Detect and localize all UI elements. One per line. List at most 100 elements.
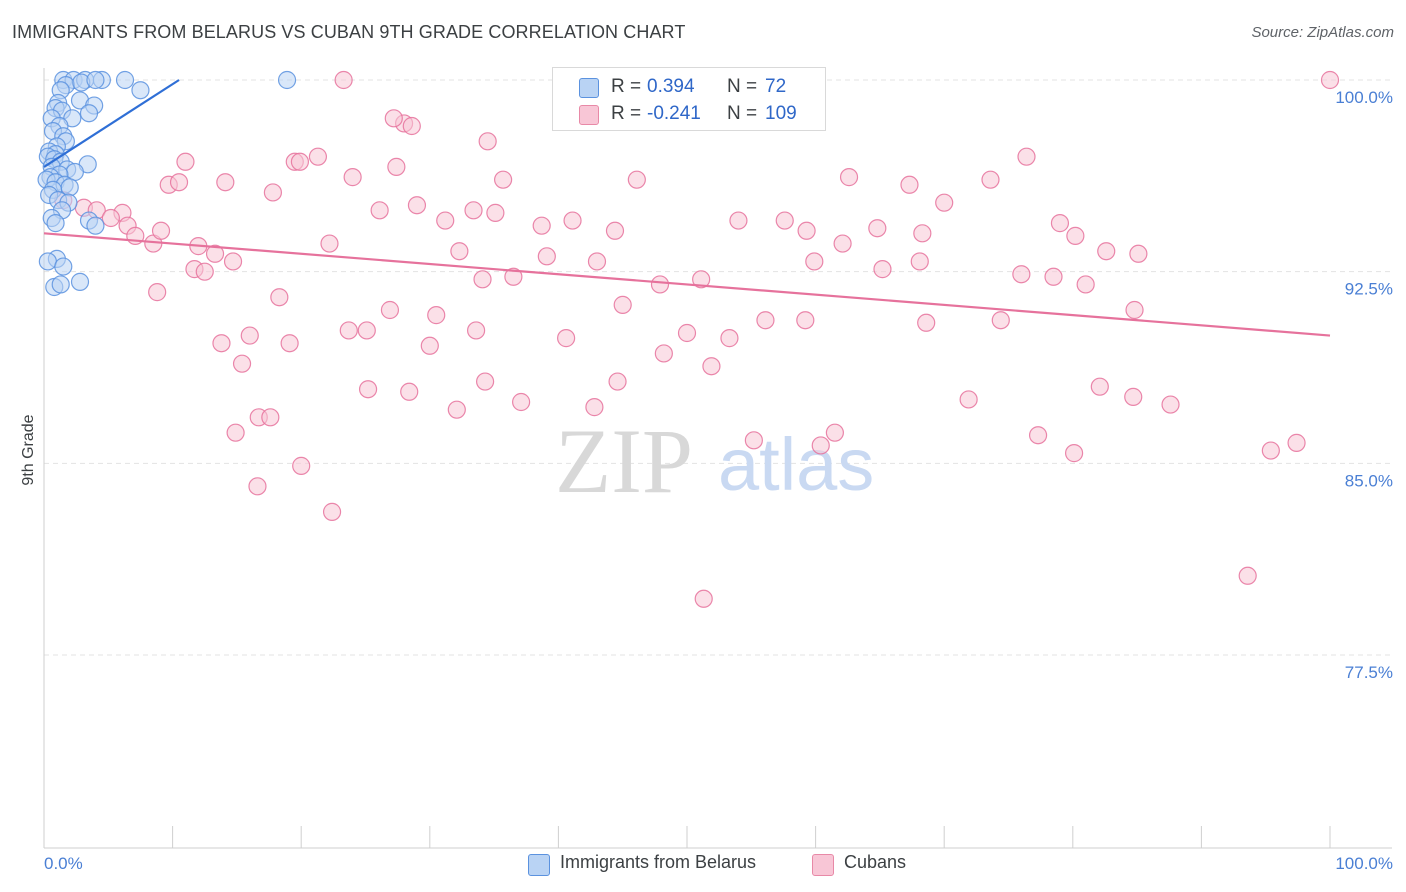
cubans-point <box>358 380 378 399</box>
cubans-point <box>343 168 362 187</box>
cubans-point <box>532 216 551 235</box>
cubans-point <box>387 157 406 176</box>
cubans-point <box>744 431 763 450</box>
cubans-point <box>380 300 400 320</box>
cubans-point <box>650 275 670 294</box>
cubans-point <box>1161 395 1180 414</box>
cubans-point <box>537 247 556 266</box>
cubans-point <box>900 175 919 194</box>
cubans-point <box>1261 441 1280 460</box>
cubans-point <box>805 252 824 271</box>
belarus-point <box>86 216 105 235</box>
cubans-point <box>1287 433 1306 452</box>
cubans-point <box>205 244 225 263</box>
cubans-point <box>308 147 328 166</box>
cubans-point <box>322 502 342 521</box>
cubans-point <box>402 116 421 136</box>
cubans-point <box>339 321 358 340</box>
cubans-point <box>148 283 167 302</box>
belarus-point <box>51 275 70 294</box>
belarus-point <box>115 70 135 90</box>
cubans-point <box>654 344 673 363</box>
cubans-point <box>694 589 713 608</box>
belarus-point <box>38 252 57 271</box>
cubans-point <box>212 334 231 353</box>
cubans-point <box>494 170 513 189</box>
cubans-point <box>240 326 259 345</box>
y-tick-label: 92.5% <box>1345 280 1393 299</box>
cubans-point <box>811 436 830 455</box>
cubans-point <box>195 262 214 281</box>
cubans-point <box>563 211 582 230</box>
cubans-point <box>436 211 455 230</box>
cubans-point <box>512 392 531 412</box>
cubans-point <box>1028 426 1048 445</box>
cubans-point <box>290 152 310 171</box>
cubans-point <box>466 321 486 340</box>
cubans-point <box>407 196 427 215</box>
cubans-point <box>261 408 280 427</box>
bottom-legend-swatch-belarus <box>528 854 550 876</box>
cubans-point <box>226 423 245 442</box>
cubans-point <box>1125 300 1144 320</box>
cubans-point <box>232 354 252 373</box>
y-axis-title: 9th Grade <box>20 414 37 485</box>
y-tick-labels: 100.0% 92.5% 85.0% 77.5% <box>1335 88 1393 682</box>
cubans-point <box>1090 377 1109 396</box>
cubans-point <box>248 477 267 496</box>
cubans-point <box>1066 226 1085 245</box>
cubans-point <box>627 170 646 189</box>
cubans-point <box>1064 444 1084 463</box>
cubans-point <box>486 203 505 222</box>
cubans-point <box>677 323 697 343</box>
cubans-point <box>101 208 120 228</box>
y-tick-label: 100.0% <box>1335 88 1393 107</box>
source-label: Source: ZipAtlas.com <box>1251 24 1394 41</box>
cubans-point <box>400 382 419 401</box>
cubans-point <box>720 329 739 348</box>
cubans-point <box>585 398 604 417</box>
cubans-point <box>935 193 954 212</box>
cubans-point <box>868 219 887 238</box>
trendline-belarus <box>43 79 180 168</box>
legend-n-label: N = <box>727 103 758 124</box>
legend-r-value: -0.241 <box>647 103 701 124</box>
belarus-point <box>131 81 150 100</box>
cubans-point <box>475 372 495 391</box>
cubans-point <box>910 252 929 271</box>
cubans-point <box>833 234 852 253</box>
legend-n-value: 109 <box>765 103 797 124</box>
cubans-point <box>478 132 497 151</box>
y-tick-label: 77.5% <box>1345 663 1393 682</box>
cubans-point <box>1017 147 1036 166</box>
legend-swatch-cubans <box>579 105 599 125</box>
legend-box: R = 0.394 N = 72 R = -0.241 N = 109 <box>552 67 826 131</box>
cubans-point <box>270 288 289 307</box>
x-tick-labels: 0.0% 100.0% <box>44 854 1393 873</box>
cubans-point <box>169 173 189 192</box>
legend-row-cubans: R = -0.241 N = 109 <box>553 100 825 128</box>
cubans-point <box>797 221 816 240</box>
cubans-point <box>991 311 1010 330</box>
cubans-point <box>464 201 483 220</box>
cubans-point <box>1076 275 1095 294</box>
cubans-point <box>692 270 711 289</box>
cubans-point <box>608 372 627 391</box>
cubans-point <box>151 221 171 240</box>
cubans-point <box>756 311 775 330</box>
cubans-point <box>216 173 235 192</box>
chart-title: IMMIGRANTS FROM BELARUS VS CUBAN 9TH GRA… <box>12 22 686 42</box>
legend-r-label: R = <box>611 103 642 124</box>
cubans-point <box>825 423 844 442</box>
bottom-legend-label-cubans: Cubans <box>844 852 907 872</box>
cubans-point <box>176 152 195 171</box>
cubans-point <box>839 168 859 187</box>
belarus-point <box>46 214 65 233</box>
x-tick-label: 100.0% <box>1335 854 1393 873</box>
bottom-legend-swatch-cubans <box>812 854 834 876</box>
cubans-point <box>587 252 607 271</box>
cubans-point <box>729 211 748 230</box>
cubans-point <box>420 336 439 355</box>
cubans-point <box>1050 214 1070 233</box>
